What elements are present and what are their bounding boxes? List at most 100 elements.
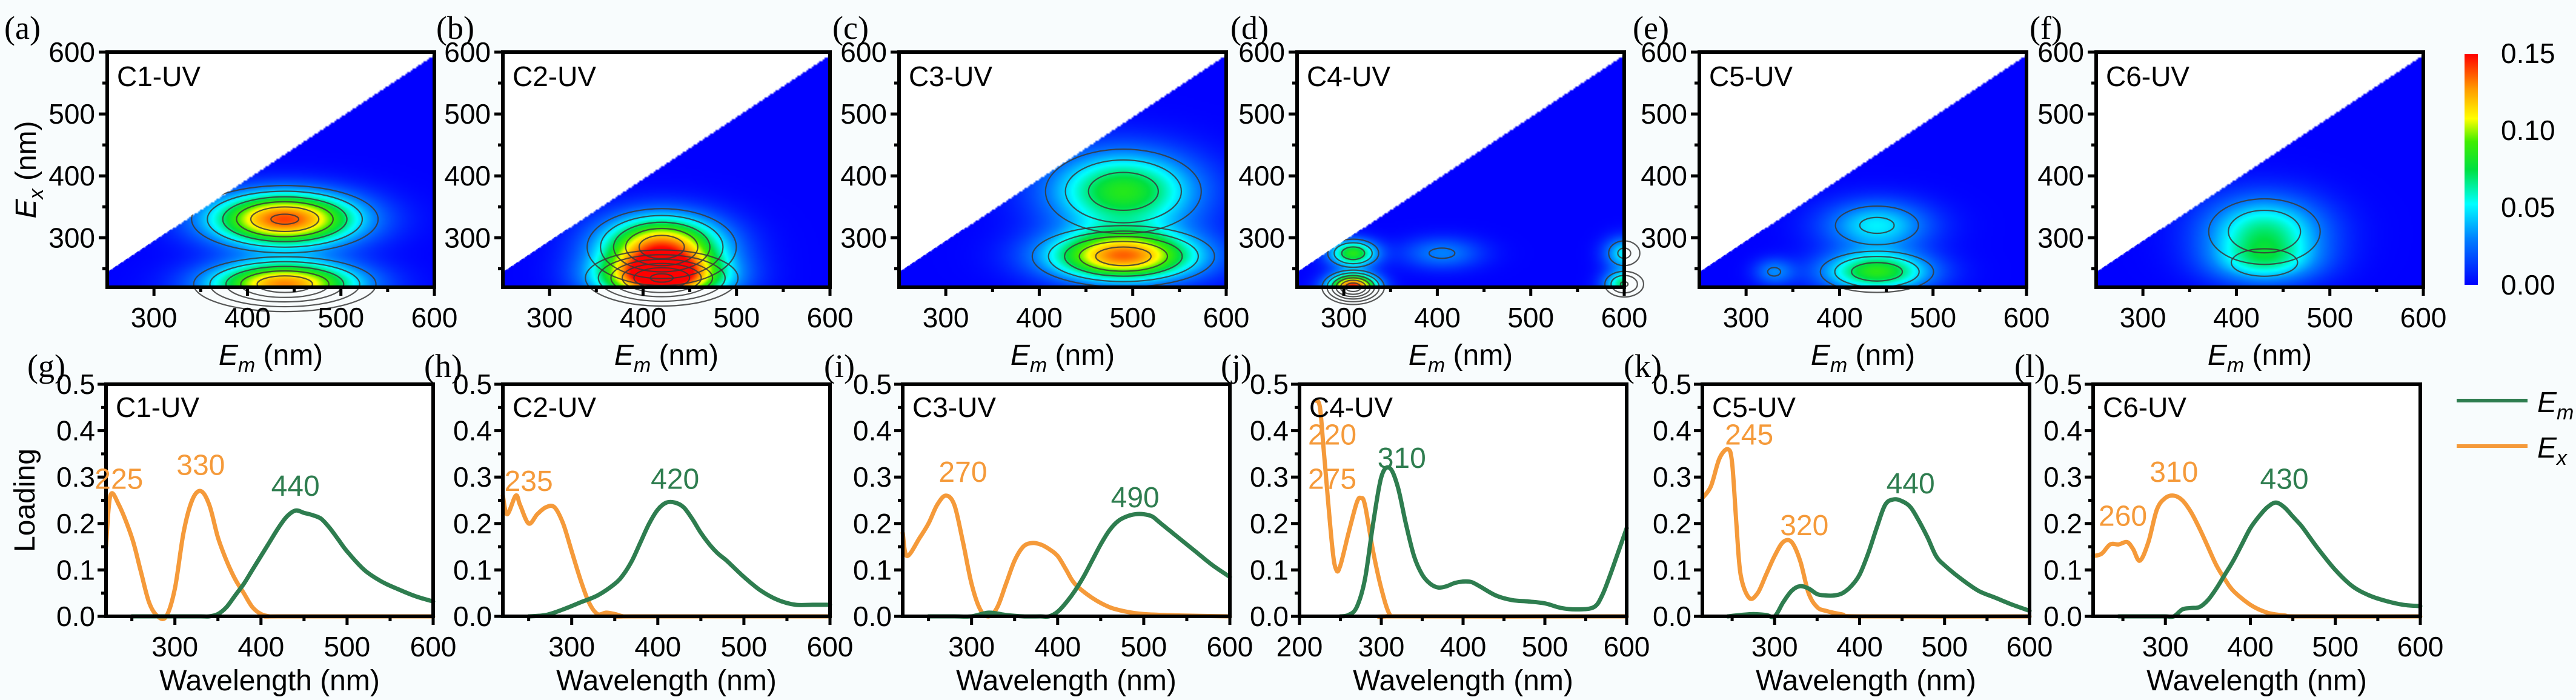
x-axis-title: Wavelength (nm) xyxy=(1756,665,1976,697)
y-tick-label: 0.5 xyxy=(2043,368,2082,400)
peak-annotation: 420 xyxy=(651,463,699,495)
panel-title: C6-UV xyxy=(2106,61,2189,92)
y-tick-label: 600 xyxy=(444,36,491,68)
y-tick-label: 400 xyxy=(2037,160,2084,192)
y-tick-label: 300 xyxy=(48,222,95,253)
x-tick-label: 300 xyxy=(548,631,595,662)
y-tick-label: 0.0 xyxy=(56,601,95,632)
contour-line xyxy=(2230,248,2299,277)
heatmap-panel-a: 300 400 500 600 300 400 500 600 C1-UV (a) Em (nm) E… xyxy=(4,10,457,377)
y-tick-label: 0.3 xyxy=(1653,461,1691,493)
x-tick-label: 600 xyxy=(807,302,854,333)
x-tick-label: 600 xyxy=(2003,302,2050,333)
y-tick-label: 0.1 xyxy=(853,554,892,585)
peak-annotation: 245 xyxy=(1725,419,1773,452)
contour-line xyxy=(225,265,345,303)
x-axis-title: Wavelength (nm) xyxy=(1353,665,1573,697)
x-axis-title: Em (nm) xyxy=(219,339,323,377)
line-panel-j: 200 300 400 500 600 0.0 0.1 0.2 0.3 0.4 0.5 220 275 3… xyxy=(1221,348,1650,697)
masked-region xyxy=(503,52,830,272)
peak-annotation: 225 xyxy=(95,463,143,495)
x-tick-label: 500 xyxy=(1109,302,1156,333)
y-tick-label: 0.2 xyxy=(56,508,95,539)
x-tick-label: 500 xyxy=(317,302,364,333)
eem-heatmap-row: 300 400 500 600 300 400 500 600 C1-UV (a) Em (nm) E… xyxy=(4,10,2446,377)
y-tick-label: 0.2 xyxy=(1653,508,1691,539)
panel-title: C1-UV xyxy=(116,392,199,423)
legend-label-ex: Ex xyxy=(2537,432,2568,470)
contour-line xyxy=(1859,216,1895,235)
contour-line xyxy=(1333,242,1373,265)
x-tick-label: 500 xyxy=(1507,302,1554,333)
panel-label: (h) xyxy=(424,348,462,384)
peak-annotation: 490 xyxy=(1111,482,1160,514)
y-tick-label: 0.4 xyxy=(1250,415,1289,447)
contour-line xyxy=(2228,209,2302,254)
y-tick-label: 0.3 xyxy=(56,461,95,493)
contour-line xyxy=(600,215,724,279)
contour-line xyxy=(1767,267,1782,277)
y-tick-label: 0.5 xyxy=(853,368,892,400)
panel-title: C5-UV xyxy=(1712,392,1796,423)
peak-annotation: 275 xyxy=(1308,463,1356,495)
x-tick-label: 300 xyxy=(151,631,198,662)
contour-line xyxy=(236,201,334,238)
peak-annotation: 430 xyxy=(2260,463,2309,495)
line-panel-h: 300 400 500 600 0.0 0.1 0.2 0.3 0.4 0.5 235 420 C2-U… xyxy=(424,348,853,697)
y-tick-label: 600 xyxy=(840,36,887,68)
x-tick-label: 200 xyxy=(1276,631,1323,662)
y-tick-label: 0.1 xyxy=(56,554,95,585)
y-tick-label: 0.1 xyxy=(2043,554,2082,585)
contour-line xyxy=(1428,247,1456,259)
panel-title: C1-UV xyxy=(117,61,201,92)
plot-area xyxy=(1300,384,1627,616)
panel-label: (c) xyxy=(832,10,869,46)
x-tick-label: 500 xyxy=(1121,631,1167,662)
legend: Em Ex xyxy=(2457,387,2574,470)
y-tick-label: 0.0 xyxy=(1250,601,1289,632)
peak-annotation: 440 xyxy=(1887,468,1935,500)
series-line-em xyxy=(1725,497,2032,619)
masked-region xyxy=(2096,52,2423,272)
panel-title: C2-UV xyxy=(513,392,596,423)
x-tick-label: 400 xyxy=(1034,631,1081,662)
peak-annotation: 440 xyxy=(271,470,320,502)
x-tick-label: 500 xyxy=(1522,631,1569,662)
line-panel-g: 300 400 500 600 0.0 0.1 0.2 0.3 0.4 0.5 225 330 440 C… xyxy=(9,348,456,697)
x-tick-label: 300 xyxy=(131,302,178,333)
y-tick-label: 300 xyxy=(840,222,887,253)
heatmap-panel-b: 300 400 500 600 300 400 500 600 C2-UV (b) Em (nm) xyxy=(436,10,853,377)
x-tick-label: 300 xyxy=(526,302,573,333)
y-tick-label: 0.0 xyxy=(453,601,492,632)
panel-label: (f) xyxy=(2030,10,2062,46)
contour-line xyxy=(1327,238,1379,268)
y-tick-label: 600 xyxy=(1641,36,1687,68)
x-tick-label: 400 xyxy=(1836,631,1883,662)
y-tick-label: 0.5 xyxy=(453,368,492,400)
panel-title: C4-UV xyxy=(1307,61,1390,92)
plot-frame xyxy=(897,50,1228,289)
contour-line xyxy=(256,275,313,293)
plot-frame xyxy=(1698,50,2028,289)
plot-area xyxy=(903,384,1230,616)
y-tick-label: 0.2 xyxy=(853,508,892,539)
y-tick-label: 400 xyxy=(48,160,95,192)
panel-label: (k) xyxy=(1624,348,1662,384)
heatmap-panel-e: 300 400 500 600 300 400 500 600 C5-UV (e) Em (nm) xyxy=(1633,10,2050,377)
plot-frame xyxy=(501,50,832,289)
y-tick-label: 300 xyxy=(1238,222,1285,253)
y-tick-label: 0.2 xyxy=(453,508,492,539)
contour-line xyxy=(250,206,320,233)
y-tick-label: 0.0 xyxy=(853,601,892,632)
y-tick-label: 500 xyxy=(2037,98,2084,130)
contour-line xyxy=(649,273,674,283)
colorbar-tick-label: 0.00 xyxy=(2501,269,2555,301)
y-tick-label: 500 xyxy=(840,98,887,130)
panel-label: (a) xyxy=(4,10,41,46)
contour-line xyxy=(586,208,737,287)
y-tick-label: 500 xyxy=(444,98,491,130)
contour-line xyxy=(612,221,711,273)
x-tick-label: 400 xyxy=(634,631,681,662)
y-tick-label: 0.0 xyxy=(1653,601,1691,632)
